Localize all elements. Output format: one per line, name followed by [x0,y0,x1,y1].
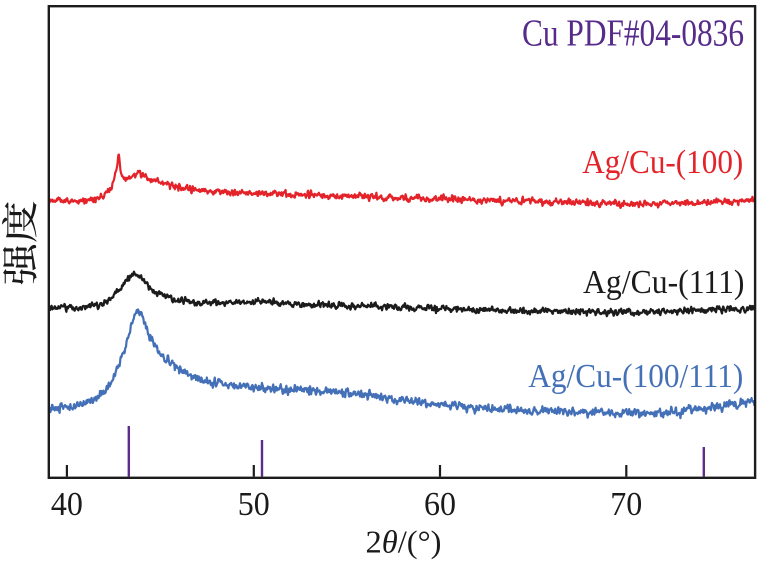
svg-text:Ag/Cu-(100): Ag/Cu-(100) [582,144,743,181]
svg-text:50: 50 [238,486,270,523]
svg-text:Ag/Cu-(100/111): Ag/Cu-(100/111) [528,358,743,395]
svg-text:70: 70 [610,486,642,523]
svg-text:60: 60 [424,486,456,523]
svg-text:40: 40 [51,486,83,523]
svg-text:Ag/Cu-(111): Ag/Cu-(111) [583,264,745,301]
svg-text:Cu PDF#04-0836: Cu PDF#04-0836 [522,12,744,54]
svg-text:2θ/(°): 2θ/(°) [366,524,442,560]
